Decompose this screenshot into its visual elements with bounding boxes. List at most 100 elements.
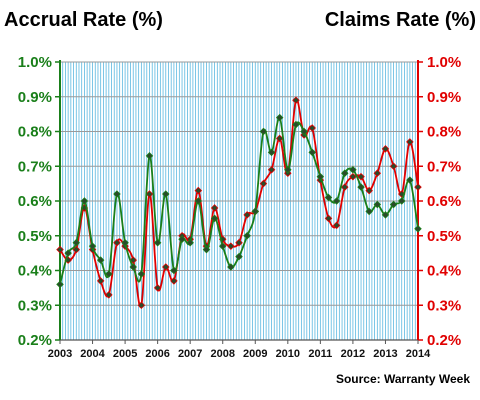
accrual-point (210, 214, 219, 223)
accrual-point (64, 249, 72, 257)
claims-point (406, 138, 414, 146)
left-tick-label: 0.7% (18, 158, 52, 175)
accrual-point (194, 197, 203, 205)
right-tick-label: 0.2% (427, 332, 461, 349)
claims-point (194, 186, 203, 195)
horizontal-gridlines (60, 96, 418, 306)
accrual-point (381, 211, 390, 219)
accrual-point (414, 225, 422, 233)
accrual-point (243, 231, 251, 240)
claims-point (341, 183, 349, 191)
claims-point (365, 186, 373, 195)
left-tick-label: 0.3% (18, 297, 52, 314)
accrual-point (357, 183, 365, 191)
accrual-line (59, 116, 419, 285)
accrual-point (365, 207, 373, 216)
accrual-point (129, 263, 137, 271)
accrual-point (153, 238, 162, 247)
accrual-point (389, 200, 398, 209)
accrual-point (332, 197, 341, 205)
left-tick-label: 0.8% (18, 124, 52, 141)
accrual-point (267, 148, 276, 157)
claims-point (332, 221, 341, 230)
accrual-point (251, 207, 260, 216)
claims-point (56, 245, 64, 254)
accrual-point (105, 270, 113, 278)
accrual-point (56, 280, 64, 289)
plot-frame (59, 60, 419, 341)
x-tick-label: 2010 (276, 348, 300, 360)
claims-point (105, 291, 113, 299)
claims-point (227, 242, 235, 250)
accrual-point (292, 120, 300, 129)
right-tick-label: 0.6% (427, 193, 461, 210)
accrual-point (186, 238, 194, 247)
accrual-point (308, 148, 316, 157)
right-tick-label: 0.4% (427, 263, 461, 280)
accrual-point (218, 242, 227, 250)
claims-point (308, 124, 316, 132)
x-tick-label: 2009 (243, 348, 267, 360)
source-note: Source: Warranty Week (336, 372, 470, 386)
claims-point (381, 145, 390, 153)
accrual-point (300, 127, 308, 136)
accrual-point (259, 127, 268, 136)
claims-point (267, 165, 276, 174)
accrual-point (113, 190, 121, 198)
accrual-point (178, 235, 186, 243)
claims-point (96, 277, 105, 285)
accrual-point (227, 263, 235, 271)
left-tick-label: 0.9% (18, 89, 52, 106)
x-tick-label: 2014 (406, 348, 431, 360)
accrual-point (145, 152, 154, 160)
claims-point (113, 238, 121, 247)
left-axis-ticks: 0.2% 0.3% 0.4% 0.5% 0.6% 0.7% 0.8% 0.9% 1.0% (18, 54, 60, 349)
right-axis-ticks: 0.2% 0.3% 0.4% 0.5% 0.6% 0.7% 0.8% 0.9% 1.0% (418, 54, 461, 349)
right-tick-label: 0.3% (427, 297, 461, 314)
accrual-point (80, 197, 89, 205)
accrual-point (406, 176, 414, 184)
right-title: Claims Rate (%) (325, 9, 476, 31)
accrual-point (72, 238, 81, 247)
x-tick-label: 2003 (48, 348, 72, 360)
claims-point (373, 169, 382, 177)
left-tick-label: 0.2% (18, 332, 52, 349)
claims-point (162, 263, 170, 271)
claims-point (357, 172, 365, 181)
claims-point (292, 96, 300, 104)
claims-point (145, 190, 154, 198)
accrual-point (324, 193, 333, 202)
accrual-point (121, 238, 129, 247)
x-tick-label: 2006 (145, 348, 169, 360)
claims-point (170, 277, 178, 285)
claims-point (153, 284, 162, 292)
accrual-point (373, 200, 382, 209)
claims-point (389, 162, 398, 171)
accrual-point (316, 172, 325, 181)
accrual-point (202, 245, 211, 254)
x-tick-label: 2005 (113, 348, 137, 360)
x-tick-label: 2013 (373, 348, 397, 360)
claims-point (243, 211, 251, 219)
x-tick-label: 2011 (308, 348, 332, 360)
left-tick-label: 0.4% (18, 263, 52, 280)
x-axis-ticks: 2003 2004 2005 2006 2007 2008 2009 2010 2011 2012… (48, 340, 431, 360)
accrual-point (284, 165, 292, 174)
right-tick-label: 1.0% (427, 54, 461, 71)
accrual-point (349, 165, 357, 174)
accrual-point (137, 270, 146, 278)
claims-point (349, 172, 357, 181)
left-tick-label: 0.5% (18, 228, 52, 245)
accrual-point (341, 169, 349, 177)
claims-point (137, 301, 146, 310)
claims-point (210, 204, 219, 212)
claims-point (259, 179, 268, 188)
claims-point (414, 183, 422, 191)
left-tick-label: 1.0% (18, 54, 52, 71)
x-tick-label: 2004 (80, 348, 105, 360)
right-tick-label: 0.8% (427, 124, 461, 141)
claims-point (72, 245, 81, 254)
accrual-point (397, 197, 406, 205)
x-tick-label: 2008 (210, 348, 234, 360)
